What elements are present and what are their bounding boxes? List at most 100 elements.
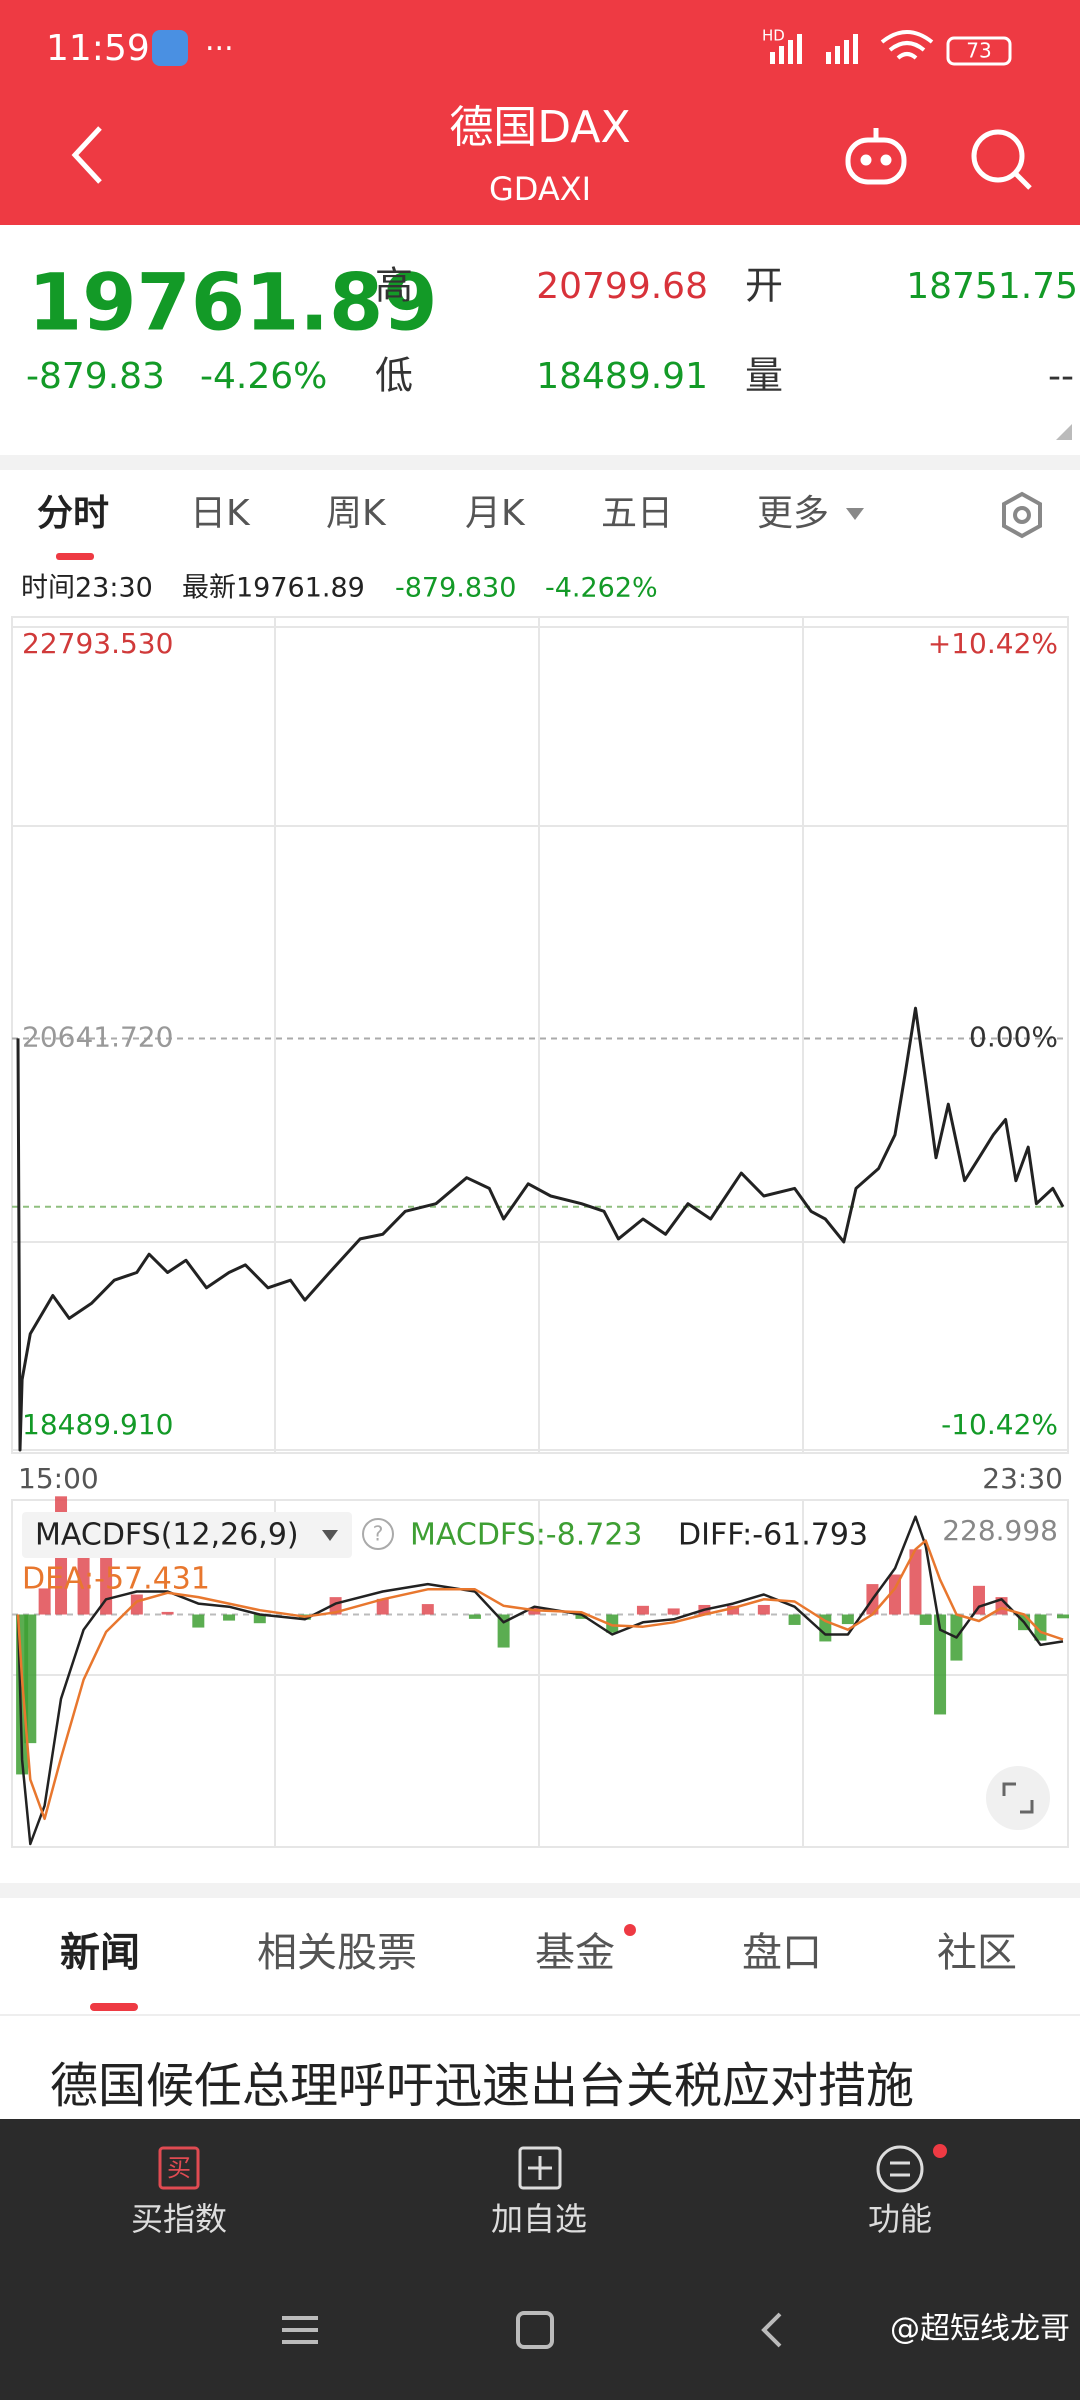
- badge-dot: [933, 2144, 947, 2158]
- y-tick-label: 20641.720: [22, 1021, 173, 1054]
- histogram-bar: [253, 1614, 266, 1624]
- legend-entry: DEA:-57.431: [22, 1562, 210, 1597]
- tab[interactable]: 月K: [465, 493, 526, 534]
- nav-bar: [282, 2311, 782, 2349]
- help-button[interactable]: [362, 1518, 394, 1550]
- news-tab[interactable]: 基金: [535, 1930, 615, 1976]
- y-tick-label: 22793.530: [22, 627, 173, 660]
- histogram-bar: [575, 1614, 588, 1619]
- tab[interactable]: 周K: [326, 493, 387, 534]
- watchlist-icon: [518, 2146, 562, 2190]
- tab[interactable]: 日K: [190, 493, 251, 534]
- volume-value: --: [1048, 356, 1074, 397]
- histogram-bar: [1057, 1614, 1069, 1619]
- histogram-bar: [606, 1614, 619, 1633]
- indicator-line: [16, 1515, 1064, 1846]
- histogram-bar: [421, 1604, 434, 1615]
- fullscreen-button[interactable]: [986, 1766, 1050, 1830]
- histogram-bar: [972, 1585, 985, 1615]
- watermark: @超短线龙哥: [890, 2312, 1070, 2347]
- histogram-bar: [788, 1614, 801, 1625]
- histogram-bar: [727, 1605, 740, 1615]
- histogram-bar: [161, 1611, 174, 1615]
- bottom-item[interactable]: 功能: [868, 2200, 932, 2238]
- y2-tick-label: +10.42%: [928, 627, 1058, 660]
- low-label: 低: [375, 354, 413, 398]
- page-title: 德国DAX: [449, 102, 630, 153]
- x-tick-label: 23:30: [982, 1462, 1063, 1495]
- histogram-bar: [909, 1549, 922, 1615]
- histogram-bar: [636, 1605, 649, 1615]
- news-tab[interactable]: 相关股票: [257, 1930, 417, 1976]
- more-dots: ···: [205, 32, 234, 67]
- histogram-bar: [841, 1614, 854, 1625]
- status-time: 11:59: [46, 28, 150, 69]
- network-label: HD: [762, 27, 785, 45]
- info-change: -879.830: [395, 573, 516, 604]
- battery-level: 73: [966, 39, 991, 63]
- info-latest: 最新19761.89: [182, 573, 365, 604]
- tab[interactable]: 分时: [37, 493, 109, 534]
- low-value: 18489.91: [536, 356, 708, 397]
- histogram-bar: [757, 1604, 770, 1615]
- histogram-bar: [376, 1598, 389, 1615]
- settings-button[interactable]: [1002, 491, 1042, 539]
- buy-icon-text: 买: [167, 2154, 191, 2182]
- news-tab-indicator: [90, 2003, 138, 2011]
- tab[interactable]: 更多: [757, 493, 829, 534]
- histogram-bar: [667, 1608, 680, 1615]
- help-mark: ?: [373, 1522, 384, 1546]
- volume-label: 量: [745, 354, 783, 398]
- info-time: 时间23:30: [21, 573, 153, 604]
- tab-indicator: [56, 553, 94, 560]
- function-icon: [876, 2145, 924, 2193]
- histogram-bar: [934, 1614, 947, 1715]
- indicator-arrow: [322, 1530, 338, 1541]
- news-tab[interactable]: 盘口: [742, 1930, 822, 1976]
- price-frame-lines: [12, 617, 1068, 1453]
- app-icon: [152, 30, 188, 66]
- more-arrow[interactable]: [846, 508, 864, 520]
- signal-icons: [770, 30, 934, 64]
- indicator-selector[interactable]: [22, 1512, 352, 1558]
- y-tick-label: 18489.910: [22, 1408, 173, 1441]
- settings-dot: [1013, 506, 1031, 524]
- search-button[interactable]: [971, 129, 1032, 190]
- price-line: [16, 1006, 1065, 1452]
- histogram-bar: [38, 1588, 51, 1615]
- news-tab[interactable]: 社区: [937, 1930, 1017, 1976]
- back-button[interactable]: [71, 126, 102, 184]
- legend-entry: MACDFS:-8.723: [410, 1518, 643, 1553]
- bottom-item[interactable]: 买指数: [131, 2200, 227, 2238]
- last-price: 19761.89: [28, 258, 438, 348]
- y-tick-label: 228.998: [942, 1514, 1058, 1547]
- tab-bar: 分时 日K 周K 月K 五日 更多: [37, 493, 829, 534]
- histogram-bar: [497, 1614, 510, 1648]
- histogram-bar: [468, 1614, 481, 1619]
- histogram-bar: [919, 1614, 932, 1625]
- legend-entry: DIFF:-61.793: [678, 1518, 868, 1553]
- robot-button[interactable]: [845, 128, 907, 185]
- histogram-bar: [192, 1614, 205, 1628]
- buy-icon: [158, 2146, 200, 2190]
- fullscreen-icon: [1002, 1782, 1034, 1814]
- indicator-name: MACDFS(12,26,9): [35, 1518, 299, 1553]
- bottom-items: 买指数 加自选 功能: [131, 2200, 932, 2238]
- tab[interactable]: 五日: [601, 493, 673, 534]
- bottom-item[interactable]: 加自选: [491, 2200, 587, 2238]
- charts: 22793.530 20641.720 18489.910 +10.42% 0.00% -…: [12, 626, 1069, 1846]
- y2-tick-label: 0.00%: [969, 1021, 1058, 1054]
- x-tick-label: 15:00: [18, 1462, 99, 1495]
- expand-corner[interactable]: [1056, 424, 1072, 440]
- price-change: -879.83: [26, 356, 165, 397]
- news-tab[interactable]: 新闻: [60, 1930, 140, 1976]
- news-headline[interactable]: 德国候任总理呼吁迅速出台关税应对措施: [50, 2058, 914, 2114]
- battery: [946, 36, 1012, 66]
- histogram-bar: [223, 1614, 236, 1621]
- indicator-line: [16, 1539, 1064, 1821]
- high-value: 20799.68: [536, 266, 708, 307]
- price-change-pct: -4.26%: [200, 356, 327, 397]
- separator: [0, 455, 1080, 470]
